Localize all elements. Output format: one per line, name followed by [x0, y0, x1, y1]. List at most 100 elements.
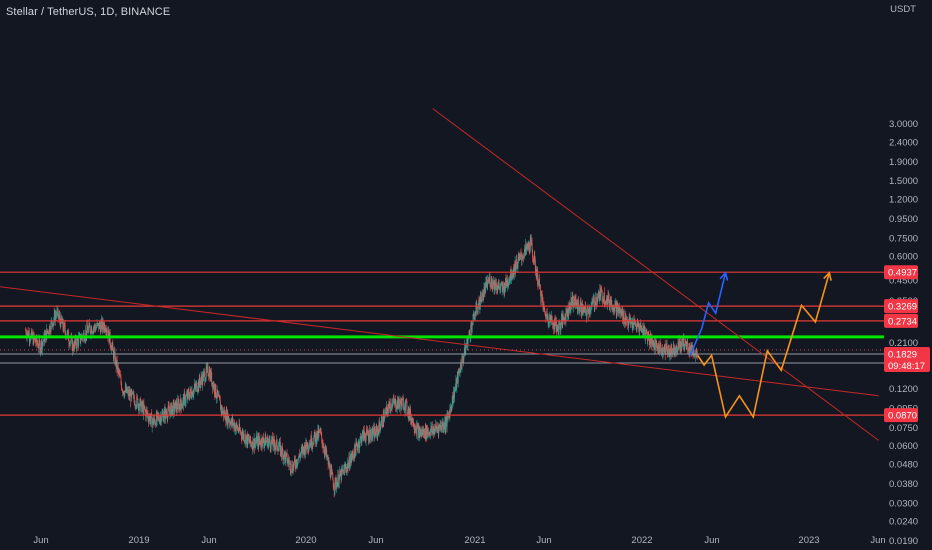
candle-body	[639, 323, 641, 327]
candle-body	[267, 437, 268, 443]
candle-body	[92, 332, 94, 334]
candle-body	[543, 304, 545, 307]
candle-body	[690, 346, 692, 351]
candle-body	[507, 279, 508, 286]
candle-body	[145, 411, 147, 418]
candle-body	[59, 320, 61, 327]
candle-body	[290, 470, 292, 472]
candle-body	[230, 421, 232, 427]
candle-body	[515, 267, 517, 272]
candle-body	[115, 357, 117, 364]
candle-body	[361, 435, 362, 443]
candle-body	[566, 311, 568, 312]
candle-body	[317, 428, 319, 439]
candle-body	[690, 346, 691, 354]
candle-body	[268, 440, 270, 443]
candle-body	[619, 311, 621, 314]
candle-body	[450, 407, 451, 409]
candle-body	[421, 429, 423, 433]
candle-body	[150, 413, 152, 415]
candle-body	[27, 330, 29, 334]
candle-body	[228, 416, 230, 422]
candle-body	[180, 398, 182, 404]
candle-body	[141, 401, 143, 406]
candle-body	[273, 437, 275, 440]
candle-body	[269, 442, 271, 449]
candle-body	[298, 453, 300, 458]
candle-body	[609, 301, 611, 307]
candle-body	[272, 444, 274, 447]
time-tick-label: 2022	[631, 535, 652, 546]
candle-body	[264, 434, 266, 441]
time-tick-label: 2021	[464, 535, 485, 546]
candle-body	[430, 430, 431, 436]
candle-body	[431, 426, 433, 432]
candle-body	[485, 281, 487, 284]
candle-body	[529, 239, 531, 251]
candle-body	[287, 461, 289, 463]
candle-body	[339, 471, 341, 477]
candle-body	[645, 329, 647, 331]
candle-body	[91, 332, 93, 334]
candle-body	[693, 349, 695, 356]
candle-body	[101, 319, 103, 330]
candle-body	[621, 311, 623, 316]
price-tick-label: 1.2000	[889, 195, 918, 206]
candle-body	[124, 390, 126, 396]
candle-body	[338, 483, 340, 486]
projection-blue-path-arrowhead	[719, 271, 729, 281]
candle-body	[670, 344, 672, 357]
candle-body	[165, 409, 166, 419]
candle-body	[490, 285, 492, 287]
candle-body	[302, 447, 304, 454]
candle-body	[380, 425, 382, 428]
candle-body	[684, 345, 685, 350]
candle-body	[616, 302, 618, 314]
candle-body	[37, 343, 38, 345]
candle-body	[188, 396, 190, 400]
candle-body	[101, 319, 102, 324]
candle-body	[100, 323, 102, 333]
candle-body	[601, 290, 603, 301]
candle-body	[306, 442, 308, 449]
candle-body	[385, 409, 387, 413]
candle-body	[364, 435, 366, 436]
candle-body	[694, 355, 695, 357]
candle-body	[435, 424, 437, 430]
candle-body	[242, 431, 244, 435]
candle-body	[268, 442, 269, 448]
candle-body	[181, 405, 183, 409]
candle-body	[478, 297, 480, 304]
candle-body	[674, 350, 675, 355]
candle-body	[174, 402, 176, 409]
candle-body	[392, 402, 393, 408]
candle-body	[350, 455, 352, 460]
candle-body	[404, 406, 406, 411]
candle-body	[658, 344, 660, 352]
candle-body	[254, 438, 256, 449]
candle-body	[667, 354, 669, 356]
candle-body	[332, 473, 334, 481]
candle-body	[612, 308, 614, 311]
candle-body	[100, 326, 101, 333]
candle-body	[219, 398, 221, 401]
candle-body	[247, 434, 249, 439]
candle-body	[531, 240, 533, 243]
candle-body	[209, 371, 210, 377]
candle-body	[583, 306, 585, 308]
candle-body	[398, 397, 399, 404]
candle-body	[173, 402, 175, 412]
candle-body	[505, 278, 507, 284]
candle-body	[422, 429, 424, 435]
candle-body	[503, 283, 505, 294]
candle-body	[185, 396, 187, 402]
candle-body	[619, 307, 620, 314]
candle-body	[301, 448, 303, 450]
candle-body	[150, 418, 151, 423]
candle-body	[76, 338, 78, 348]
candle-body	[310, 442, 312, 446]
candle-body	[351, 456, 353, 461]
candle-body	[155, 413, 157, 427]
candle-body	[308, 445, 310, 450]
